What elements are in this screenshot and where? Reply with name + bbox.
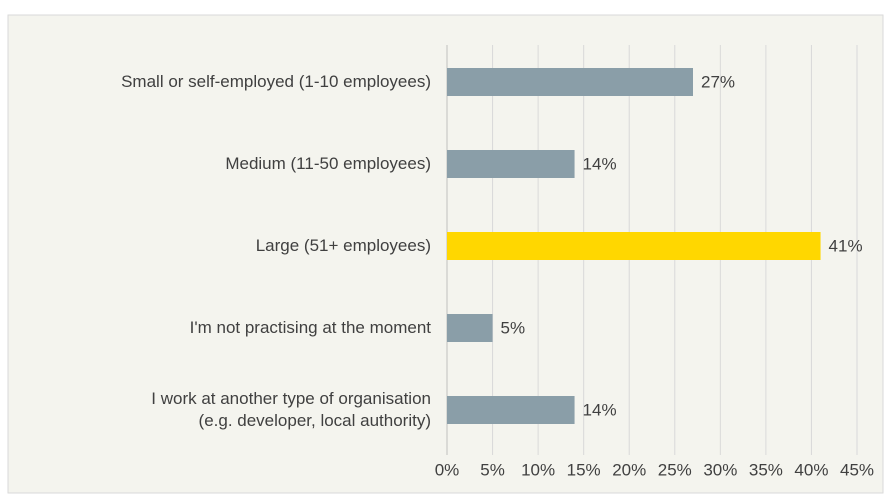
x-tick-label: 15% (567, 460, 601, 479)
x-tick-label: 25% (658, 460, 692, 479)
y-tick-label: Large (51+ employees) (255, 236, 431, 255)
x-tick-label: 30% (703, 460, 737, 479)
x-tick-label: 20% (612, 460, 646, 479)
data-label: 14% (583, 154, 617, 173)
bar (447, 314, 493, 342)
data-label: 41% (829, 236, 863, 255)
x-tick-label: 0% (435, 460, 460, 479)
x-tick-label: 10% (521, 460, 555, 479)
y-tick-label: I'm not practising at the moment (189, 318, 431, 337)
bar (447, 68, 693, 96)
y-tick-label: I work at another type of organisation (… (151, 389, 431, 430)
y-tick-label: Medium (11-50 employees) (225, 154, 431, 173)
bar (447, 396, 575, 424)
data-label: 5% (501, 318, 526, 337)
x-tick-label: 40% (794, 460, 828, 479)
x-tick-label: 5% (480, 460, 505, 479)
x-tick-label: 45% (840, 460, 874, 479)
bar (447, 150, 575, 178)
x-tick-label: 35% (749, 460, 783, 479)
bar (447, 232, 821, 260)
y-tick-label: Small or self-employed (1-10 employees) (121, 72, 431, 91)
data-label: 14% (583, 400, 617, 419)
data-label: 27% (701, 72, 735, 91)
